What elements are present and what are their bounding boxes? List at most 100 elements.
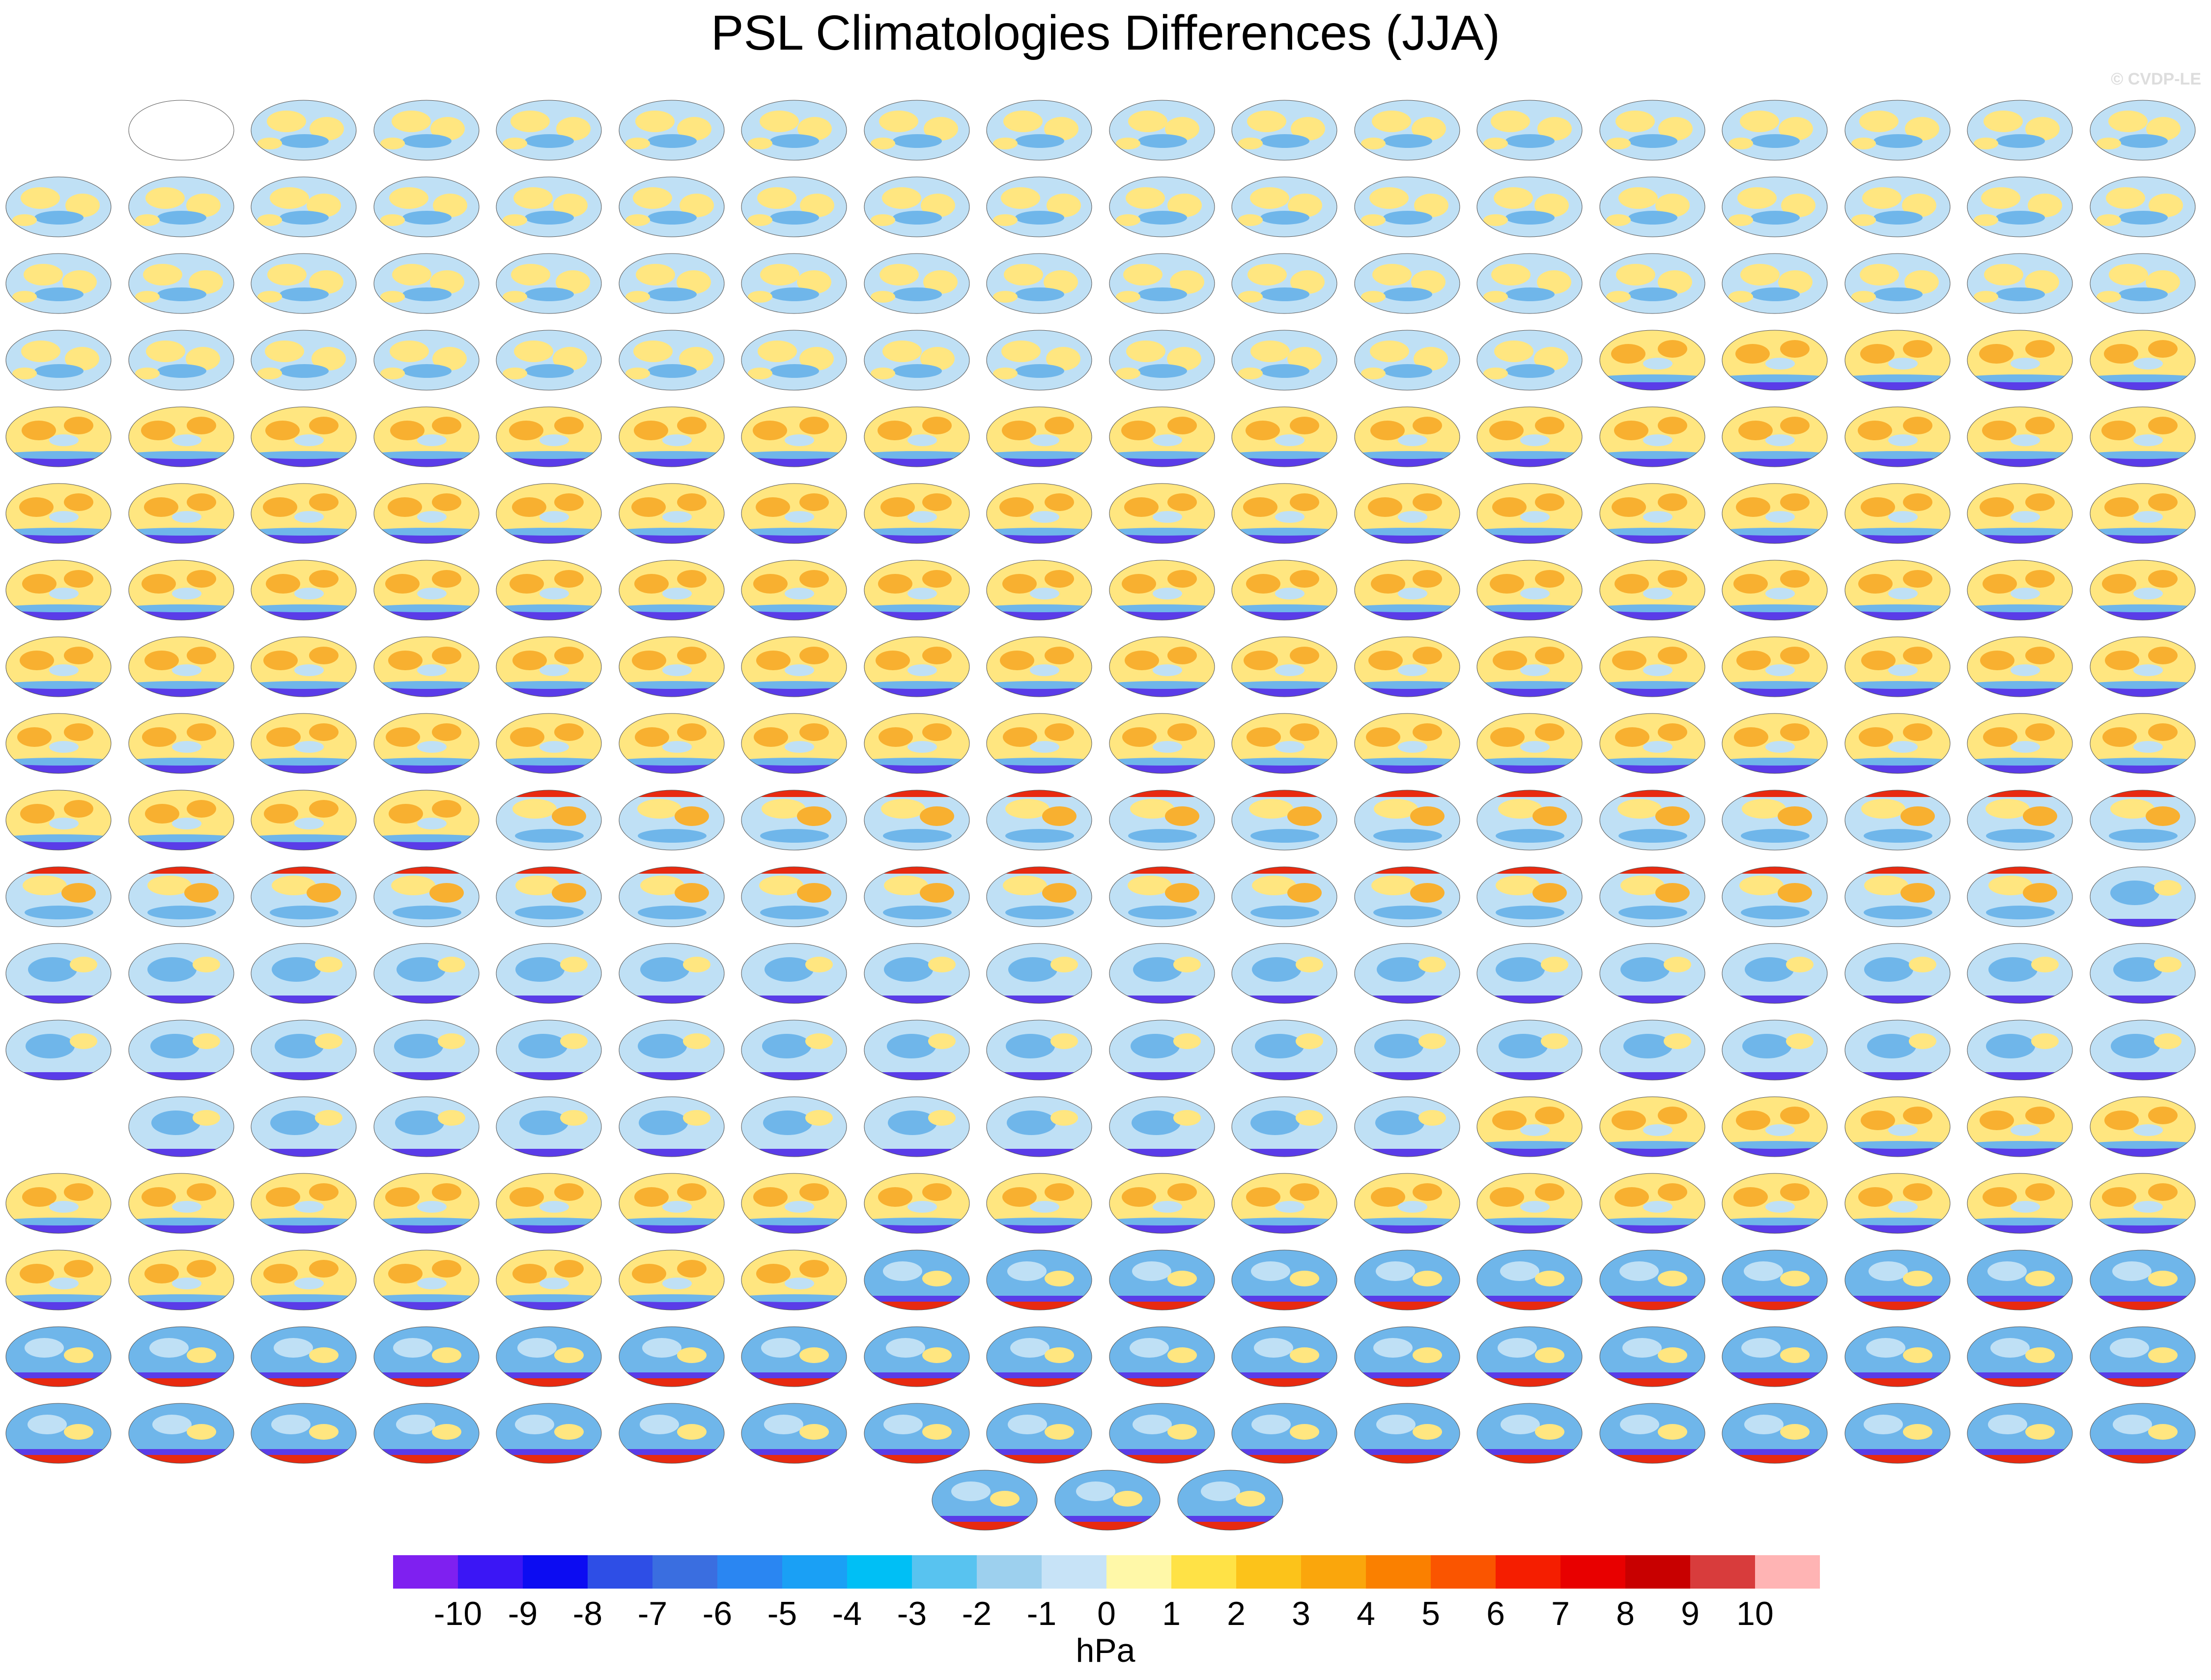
map-outline: [1967, 1020, 2073, 1081]
map-panel: [1844, 702, 1951, 774]
map-outline: [1844, 1403, 1950, 1464]
map-field: [1844, 1020, 1950, 1080]
colorbar-tick-label: 8: [1616, 1595, 1635, 1632]
map-outline: [128, 943, 234, 1004]
map-outline: [496, 560, 602, 621]
map-field: [1722, 943, 1827, 1003]
map-field: [619, 1173, 724, 1233]
map-panel: [863, 318, 970, 391]
map-panel: [1844, 1085, 1951, 1158]
map-outline: [1967, 866, 2073, 927]
map-panel: [1721, 1238, 1828, 1311]
map-outline: [2090, 406, 2195, 467]
map-field: [496, 1403, 601, 1463]
map-field: [1844, 484, 1950, 543]
map-panel: [2089, 625, 2196, 698]
map-outline: [1476, 1326, 1583, 1387]
map-panel: [740, 548, 848, 621]
map-outline: [864, 330, 969, 391]
map-field: [1109, 407, 1215, 467]
map-outline: [1354, 636, 1460, 697]
map-field: [373, 484, 479, 543]
map-outline: [373, 560, 479, 621]
map-panel: [2089, 548, 2196, 621]
map-outline: [864, 636, 969, 697]
map-field: [2090, 943, 2195, 1003]
map-field: [1599, 254, 1705, 313]
map-field: [1354, 1173, 1460, 1233]
map-panel: [1108, 778, 1216, 851]
map-field: [741, 100, 847, 160]
colorbar-swatch: [1625, 1555, 1691, 1589]
map-outline: [1599, 100, 1705, 161]
map-panel: [1721, 165, 1828, 238]
map-field: [1722, 330, 1827, 390]
map-field: [619, 177, 724, 237]
map-outline: [986, 1326, 1092, 1387]
map-outline: [1722, 866, 1828, 927]
map-panel: [495, 548, 602, 621]
map-field: [2090, 637, 2195, 697]
map-panel: [128, 1315, 235, 1388]
map-field: [251, 790, 356, 850]
map-panel: [1599, 395, 1706, 468]
map-field: [1354, 254, 1460, 313]
map-panel: [1231, 932, 1338, 1004]
map-field: [2090, 100, 2195, 160]
map-panel: [1966, 165, 2073, 238]
map-field: [1232, 254, 1337, 313]
map-field: [864, 100, 969, 160]
map-panel: [250, 702, 357, 774]
map-field: [987, 1097, 1092, 1157]
map-field: [1354, 560, 1460, 620]
map-field: [2090, 177, 2195, 237]
map-panel: [128, 932, 235, 1004]
map-panel: [1966, 1085, 2073, 1158]
map-outline: [2090, 100, 2195, 161]
map-outline: [619, 100, 724, 161]
map-field: [128, 560, 234, 620]
map-outline: [1599, 253, 1705, 314]
map-panel: [1599, 855, 1706, 928]
colorbar-tick-label: -7: [637, 1595, 668, 1632]
map-panel: [2089, 855, 2196, 928]
map-panel: [495, 625, 602, 698]
colorbar-tick-label: 4: [1357, 1595, 1375, 1632]
map-field: [6, 407, 111, 467]
map-panel: [1231, 88, 1338, 161]
map-field: [373, 560, 479, 620]
map-field: [373, 943, 479, 1003]
map-field: [1844, 637, 1950, 697]
map-field: [1477, 560, 1582, 620]
map-outline: [373, 406, 479, 467]
map-field: [987, 177, 1092, 237]
map-outline: [1722, 790, 1828, 851]
map-panel: [618, 702, 725, 774]
map-outline: [1599, 406, 1705, 467]
map-outline: [1967, 636, 2073, 697]
map-panel: [373, 855, 480, 928]
map-field: [1477, 254, 1582, 313]
map-outline: [496, 1020, 602, 1081]
map-outline: [5, 1326, 112, 1387]
map-field: [1354, 177, 1460, 237]
map-field: [741, 177, 847, 237]
map-field: [864, 330, 969, 390]
map-panel: [373, 1238, 480, 1311]
map-outline: [864, 1326, 969, 1387]
map-panel: [740, 1392, 848, 1464]
map-outline: [1967, 483, 2073, 544]
map-panel: [1721, 1162, 1828, 1234]
map-panel: [2089, 1315, 2196, 1388]
map-outline: [1967, 1250, 2073, 1310]
map-field: [1109, 1327, 1215, 1387]
colorbar-swatch: [393, 1555, 458, 1589]
map-outline: [496, 1173, 602, 1234]
map-panel: [863, 1315, 970, 1388]
map-field: [2090, 790, 2195, 850]
map-field: [496, 1097, 601, 1157]
map-panel: [740, 702, 848, 774]
map-panel: [618, 1162, 725, 1234]
map-outline: [1109, 483, 1215, 544]
map-outline: [496, 100, 602, 161]
